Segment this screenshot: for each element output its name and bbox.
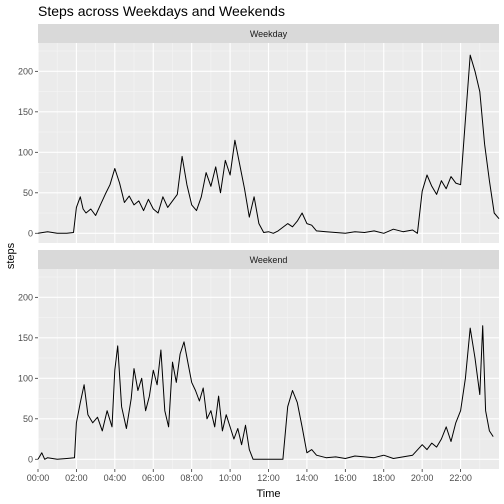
y-tick-label: 150 [18,107,33,117]
facet-strip [38,250,499,269]
x-tick-label: 04:00 [104,473,127,483]
y-axis-title: steps [5,242,17,269]
facet-label: Weekday [250,29,288,39]
y-tick-label: 200 [18,292,33,302]
x-tick-label: 02:00 [65,473,88,483]
x-tick-label: 12:00 [257,473,280,483]
x-tick-label: 22:00 [449,473,472,483]
x-tick-label: 00:00 [27,473,50,483]
x-tick-label: 06:00 [142,473,165,483]
y-tick-label: 50 [23,188,33,198]
y-tick-label: 0 [28,454,33,464]
series-line-weekday [37,54,500,234]
series-line-weekend [37,325,494,460]
x-tick-label: 20:00 [411,473,434,483]
y-tick-label: 100 [18,373,33,383]
x-axis-title: Time [256,488,280,500]
y-tick-label: 100 [18,147,33,157]
chart-title: Steps across Weekdays and Weekends [38,3,285,19]
x-tick-label: 18:00 [372,473,395,483]
facet-label: Weekend [250,255,288,265]
y-tick-label: 200 [18,66,33,76]
x-tick-label: 10:00 [219,473,242,483]
y-tick-label: 0 [28,228,33,238]
y-tick-label: 150 [18,333,33,343]
y-tick-label: 50 [23,414,33,424]
facet-strip [38,24,499,43]
x-tick-label: 16:00 [334,473,357,483]
x-tick-label: 08:00 [180,473,203,483]
x-tick-label: 14:00 [296,473,319,483]
